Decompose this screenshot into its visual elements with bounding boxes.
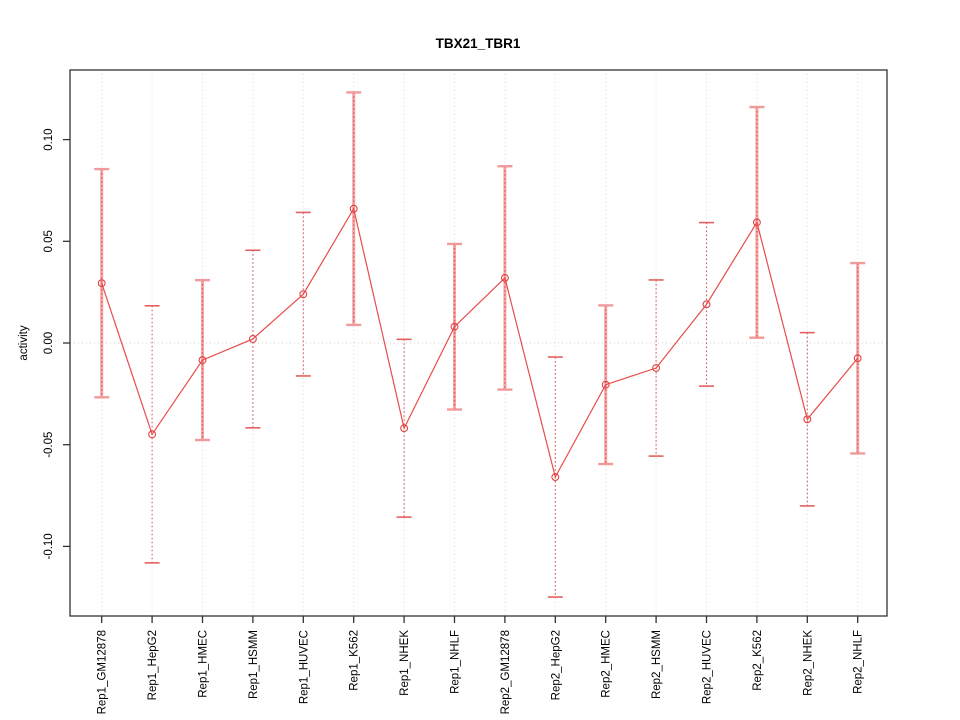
x-category-label: Rep1_NHLF <box>450 630 462 694</box>
data-point <box>450 322 459 331</box>
y-tick-label: 0.10 <box>43 128 55 150</box>
x-category-label: Rep2_HUVEC <box>702 630 714 704</box>
x-category-label: Rep1_K562 <box>349 630 361 691</box>
x-category-label: Rep1_HepG2 <box>147 630 159 700</box>
series-line <box>101 207 859 479</box>
x-category-label: Rep1_GM12878 <box>97 630 109 714</box>
x-category-label: Rep1_NHEK <box>399 630 411 696</box>
x-category-label: Rep2_HSMM <box>651 630 663 699</box>
x-category-label: Rep2_HMEC <box>601 630 613 698</box>
data-point <box>752 218 761 227</box>
x-category-label: Rep2_K562 <box>752 630 764 691</box>
data-point <box>803 415 812 424</box>
data-point <box>97 279 106 288</box>
y-tick-label: 0.05 <box>43 230 55 252</box>
data-point <box>148 430 157 439</box>
x-category-label: Rep2_HepG2 <box>550 630 562 700</box>
data-point <box>601 380 610 389</box>
data-point <box>702 300 711 309</box>
x-category-label: Rep2_NHLF <box>853 630 865 694</box>
data-point <box>299 290 308 299</box>
data-point <box>551 473 560 481</box>
y-tick-label: -0.05 <box>43 432 55 458</box>
data-point <box>500 273 509 282</box>
data-point <box>198 356 207 365</box>
data-point <box>400 424 409 433</box>
data-point <box>652 364 661 372</box>
y-tick-label: 0.00 <box>43 332 55 354</box>
x-category-label: Rep1_HSMM <box>248 630 260 699</box>
plot-area: 0.10 0.05 0.00 -0.05 -0.10 Rep1_GM12878 Rep1_H… <box>43 69 888 714</box>
x-category-label: Rep1_HUVEC <box>298 630 310 704</box>
y-tick-label: -0.10 <box>43 533 55 559</box>
y-axis-label: activity <box>18 325 30 360</box>
data-point <box>248 334 257 343</box>
x-category-label: Rep1_HMEC <box>198 630 210 698</box>
chart-title: TBX21_TBR1 <box>436 36 521 51</box>
data-point <box>349 204 358 213</box>
data-point <box>853 354 862 363</box>
x-category-label: Rep2_GM12878 <box>500 630 512 714</box>
x-category-label: Rep2_NHEK <box>802 630 814 696</box>
